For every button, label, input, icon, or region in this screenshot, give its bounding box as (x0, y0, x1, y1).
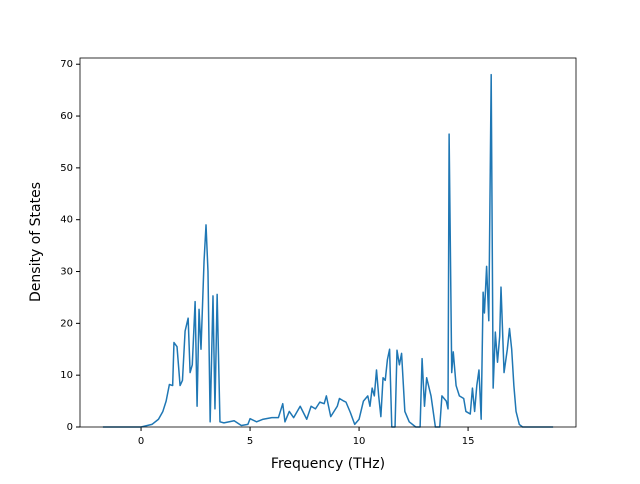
x-axis-label: Frequency (THz) (271, 456, 385, 472)
y-tick-label: 30 (60, 267, 73, 278)
data-line (102, 73, 554, 428)
y-tick-label: 50 (60, 163, 73, 174)
x-tick-label: 5 (247, 436, 253, 447)
plot-frame (79, 57, 577, 428)
x-tick-label: 10 (353, 436, 366, 447)
x-tick-label: 0 (138, 436, 144, 447)
y-tick-label: 70 (60, 59, 73, 70)
y-axis-label: Density of States (28, 182, 44, 302)
y-tick-label: 60 (60, 111, 73, 122)
x-tick-label: 15 (462, 436, 475, 447)
y-tick-label: 0 (67, 422, 73, 433)
y-tick-label: 20 (60, 318, 73, 329)
y-tick-label: 10 (60, 370, 73, 381)
y-tick-label: 40 (60, 215, 73, 226)
